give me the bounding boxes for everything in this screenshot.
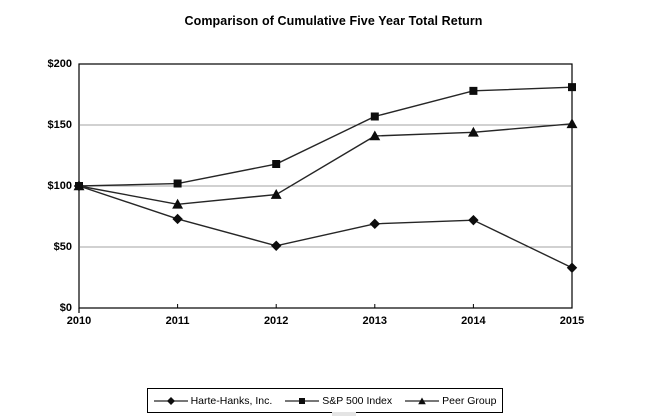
chart-title: Comparison of Cumulative Five Year Total…: [184, 14, 483, 28]
triangle-marker: [270, 189, 282, 199]
square-marker: [370, 112, 379, 121]
legend-label: Harte-Hanks, Inc.: [190, 394, 273, 407]
y-axis-label: $100: [47, 180, 72, 192]
y-axis-label: $0: [59, 302, 72, 314]
legend: Harte-Hanks, Inc. S&P 500 Index Peer Group: [147, 388, 503, 413]
square-marker: [469, 86, 478, 95]
series-line-1: [78, 185, 573, 269]
triangle-marker: [566, 118, 578, 129]
x-axis-label: 2012: [263, 315, 289, 327]
y-axis-label: $50: [53, 241, 72, 253]
diamond-marker: [468, 214, 479, 226]
triangle-marker: [172, 198, 184, 209]
diamond-marker: [270, 240, 282, 251]
legend-item: Harte-Hanks, Inc.: [153, 394, 273, 407]
triangle-marker: [467, 126, 479, 137]
legend-item: Peer Group: [405, 395, 496, 407]
square-marker: [173, 179, 182, 188]
series-line-3: [78, 123, 573, 206]
triangle-legend-swatch: [405, 397, 440, 404]
diamond-marker: [369, 218, 381, 230]
legend-label: S&P 500 Index: [322, 394, 393, 407]
diamond-legend-swatch: [153, 396, 188, 405]
page-artifact: [332, 412, 356, 416]
x-axis-label: 2010: [66, 315, 92, 327]
diamond-marker: [566, 262, 578, 273]
x-axis-label: 2014: [461, 315, 486, 327]
diamond-marker: [172, 213, 183, 225]
x-axis-label: 2015: [559, 315, 585, 327]
legend-label: Peer Group: [442, 394, 497, 407]
x-axis-label: 2013: [362, 315, 388, 327]
square-marker: [568, 83, 576, 92]
square-legend-swatch: [285, 397, 320, 404]
triangle-marker: [369, 130, 381, 141]
square-marker: [272, 160, 281, 169]
y-axis-label: $150: [47, 119, 72, 131]
legend-item: S&P 500 Index: [285, 395, 392, 407]
square-marker: [75, 182, 83, 190]
series-line-2: [78, 86, 573, 187]
x-axis-label: 2011: [165, 315, 190, 327]
y-axis-label: $200: [47, 58, 72, 70]
